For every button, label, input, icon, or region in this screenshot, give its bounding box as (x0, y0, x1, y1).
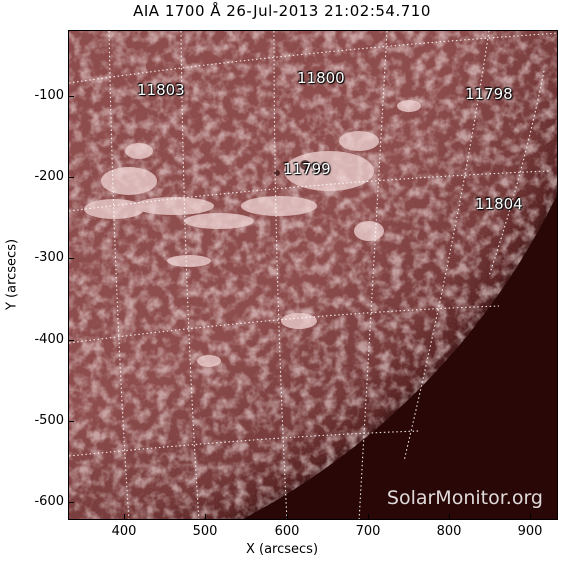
y-tick-mark (68, 421, 74, 422)
y-tick-mark (68, 96, 74, 97)
y-tick-label: -200 (34, 169, 64, 184)
x-tick-label: 400 (111, 524, 137, 539)
y-tick-mark (68, 258, 74, 259)
x-tick-mark (124, 514, 125, 520)
y-tick-label: -400 (34, 332, 64, 347)
y-tick-label: -100 (34, 88, 64, 103)
watermark: SolarMonitor.org (386, 487, 543, 509)
y-axis-label: Y (arcsecs) (4, 238, 20, 311)
solar-image-panel: 11803 11800 11798 11799 11804 SolarMonit… (68, 30, 558, 520)
image-title: AIA 1700 Å 26-Jul-2013 21:02:54.710 (133, 2, 431, 20)
x-tick-label: 600 (274, 524, 300, 539)
y-tick-label: -600 (34, 494, 64, 509)
x-tick-label: 900 (517, 524, 543, 539)
y-tick-mark (68, 502, 74, 503)
x-tick-mark (205, 514, 206, 520)
y-tick-mark (68, 340, 74, 341)
y-tick-mark (68, 177, 74, 178)
region-label-11800: 11800 (297, 69, 345, 87)
region-label-11798: 11798 (465, 85, 513, 103)
x-tick-label: 700 (355, 524, 381, 539)
region-label-11803: 11803 (137, 81, 185, 99)
x-tick-label: 800 (436, 524, 462, 539)
x-axis-label: X (arcsecs) (245, 542, 319, 557)
solar-disk-image (69, 31, 557, 519)
region-label-11804: 11804 (475, 195, 523, 213)
x-tick-mark (287, 514, 288, 520)
x-tick-mark (530, 514, 531, 520)
x-tick-label: 500 (192, 524, 218, 539)
x-tick-mark (449, 514, 450, 520)
region-label-11799: 11799 (283, 160, 331, 178)
coordinate-grid (69, 31, 557, 519)
y-tick-label: -500 (34, 413, 64, 428)
y-tick-label: -300 (34, 250, 64, 265)
x-tick-mark (368, 514, 369, 520)
